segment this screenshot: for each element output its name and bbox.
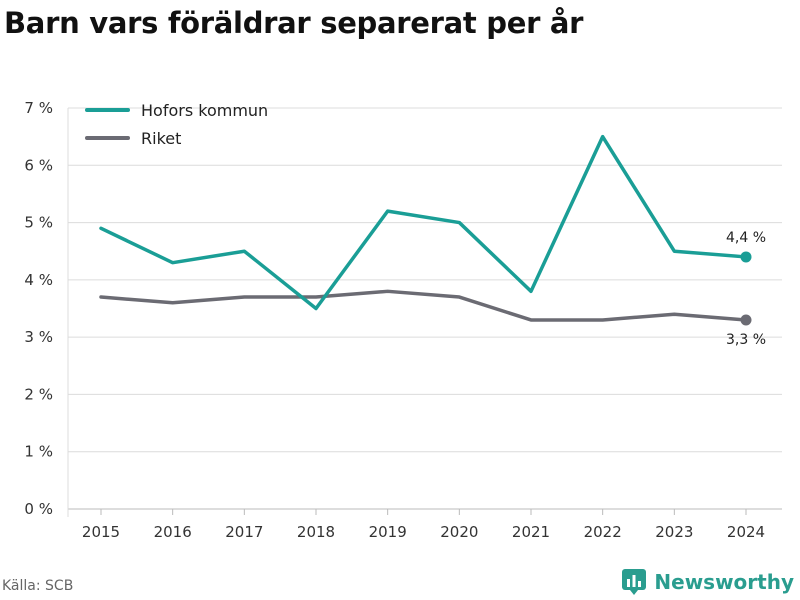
end-label-riket: 3,3 %: [726, 332, 766, 348]
x-tick-label: 2016: [154, 523, 192, 541]
series-line-riket: [99, 289, 748, 322]
y-tick-label: 3 %: [24, 328, 53, 346]
grid-layer: [68, 107, 782, 510]
legend-label-hofors-kommun: Hofors kommun: [141, 101, 268, 120]
series-layer: 3,3 % 4,4 %: [99, 134, 766, 348]
axis-layer: 0 % 1 % 2 % 3 % 4 % 5 % 6 % 7 % 2015 2016 2017 2018…: [24, 99, 765, 541]
legend-label-riket: Riket: [141, 129, 181, 148]
y-tick-label: 1 %: [24, 443, 53, 461]
y-tick-label: 4 %: [24, 271, 53, 289]
x-tick-label: 2018: [297, 523, 335, 541]
x-tick-label: 2020: [440, 523, 478, 541]
chart-title: Barn vars föräldrar separerat per år: [4, 6, 584, 40]
y-tick-label: 0 %: [24, 500, 53, 518]
brand-name: Newsworthy: [654, 570, 794, 594]
end-point-hofors-kommun: [740, 251, 752, 263]
y-tick-label: 5 %: [24, 214, 53, 232]
y-tick-label: 6 %: [24, 156, 53, 174]
x-tick-label: 2024: [727, 523, 765, 541]
series-line-hofors-kommun: [99, 134, 748, 311]
x-tick-label: 2023: [655, 523, 693, 541]
x-tick-label: 2022: [584, 523, 622, 541]
brand-logo: Newsworthy: [621, 568, 794, 596]
y-tick-label: 7 %: [24, 99, 53, 117]
x-tick-label: 2015: [82, 523, 120, 541]
x-tick-label: 2021: [512, 523, 550, 541]
end-label-hofors-kommun: 4,4 %: [726, 230, 766, 246]
newsworthy-logo-icon: [622, 569, 647, 595]
x-tick-label: 2017: [225, 523, 263, 541]
x-tick-label: 2019: [369, 523, 407, 541]
source-note: Källa: SCB: [2, 578, 74, 594]
end-point-riket: [740, 314, 752, 326]
y-tick-label: 2 %: [24, 385, 53, 403]
legend: Hofors kommun Riket: [85, 101, 268, 148]
